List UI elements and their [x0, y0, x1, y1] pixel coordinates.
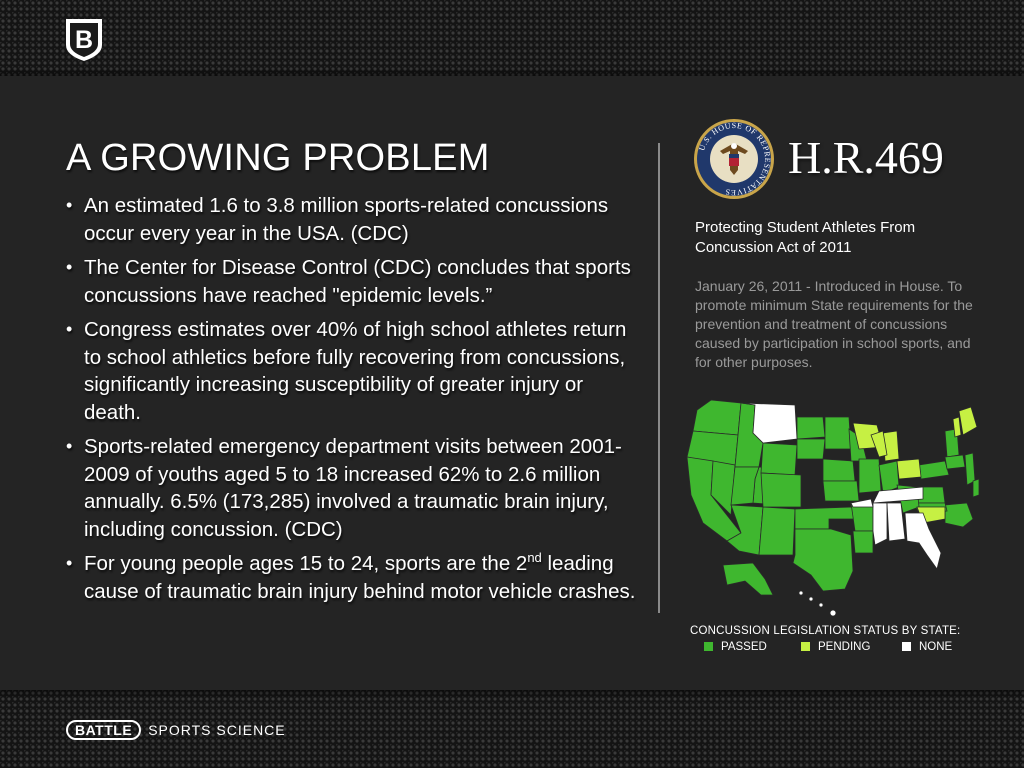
bullet-item: An estimated 1.6 to 3.8 million sports-r… — [64, 192, 639, 247]
footer-pattern-band — [0, 690, 1024, 768]
footer-brand-text: SPORTS SCIENCE — [148, 722, 286, 738]
legend-swatch-pending — [801, 642, 810, 651]
bullet-item: Sports-related emergency department visi… — [64, 433, 639, 543]
footer-brand-badge: BATTLE — [66, 720, 142, 740]
shield-letter: B — [75, 26, 93, 54]
bullet-text: leading cause of traumatic brain injury … — [84, 552, 636, 603]
bill-name: Protecting Student Athletes From Concuss… — [695, 219, 916, 256]
legend-label: PASSED — [721, 641, 767, 653]
battle-shield-logo-icon: B — [66, 19, 102, 61]
legend-item-none: NONE — [902, 641, 952, 653]
legend-label: NONE — [919, 641, 953, 653]
bill-description: January 26, 2011 - Introduced in House. … — [695, 278, 973, 370]
vertical-divider — [658, 143, 660, 613]
bullet-text: For young people ages 15 to 24, sports a… — [84, 552, 528, 575]
bullet-item: The Center for Disease Control (CDC) con… — [64, 254, 639, 309]
footer-brand-logo: BATTLE SPORTS SCIENCE — [66, 719, 286, 741]
bill-number: H.R.469 — [788, 132, 944, 183]
legend-item-pending: PENDING — [801, 641, 870, 653]
us-states-map-icon — [686, 399, 980, 617]
superscript: nd — [527, 550, 542, 566]
bullet-item: For young people ages 15 to 24, sports a… — [64, 550, 639, 605]
legend-swatch-passed — [704, 642, 713, 651]
header-pattern-band — [0, 0, 1024, 76]
legend-label: PENDING — [818, 641, 871, 653]
legend-swatch-none — [902, 642, 911, 651]
bullet-item: Congress estimates over 40% of high scho… — [64, 316, 639, 426]
us-house-seal-icon: U.S. HOUSE OF REPRESENTATIVES — [694, 119, 774, 199]
legend-item-passed: PASSED — [704, 641, 767, 653]
page-title: A GROWING PROBLEM — [66, 137, 490, 179]
legend-title: CONCUSSION LEGISLATION STATUS BY STATE: — [690, 625, 961, 637]
bullet-list: An estimated 1.6 to 3.8 million sports-r… — [64, 192, 639, 612]
